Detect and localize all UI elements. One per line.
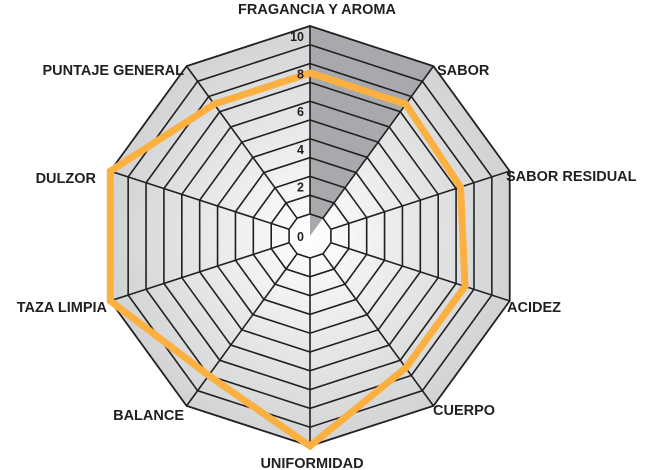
axis-label: TAZA LIMPIA (17, 300, 108, 316)
axis-label: DULZOR (36, 171, 97, 187)
axis-spoke (330, 170, 510, 230)
tick-label: 10 (290, 30, 304, 44)
tick-labels: 0 2 4 6 8 10 (290, 30, 304, 244)
axis-label: CUERPO (433, 403, 495, 419)
highlight-sector (310, 26, 434, 236)
axis-label: SABOR (437, 63, 490, 79)
axis-spokes (110, 26, 510, 446)
tick-label: 6 (297, 105, 304, 119)
axis-label: BALANCE (113, 408, 184, 424)
axis-spoke (185, 253, 298, 407)
axis-spoke (330, 242, 510, 302)
tick-label: 0 (297, 230, 304, 244)
axis-label: UNIFORMIDAD (260, 456, 363, 470)
axis-spoke (110, 242, 290, 302)
axis-label: SABOR RESIDUAL (506, 169, 637, 185)
axis-spoke (110, 170, 290, 230)
axis-labels: FRAGANCIA Y AROMA SABOR SABOR RESIDUAL ACID… (17, 2, 637, 470)
axis-spoke (322, 253, 435, 407)
axis-spoke (322, 65, 435, 219)
axis-label: PUNTAJE GENERAL (42, 63, 184, 79)
series-layer (106, 69, 469, 451)
tick-label: 2 (297, 180, 304, 194)
highlight-wedge (310, 26, 434, 236)
tick-label: 4 (297, 143, 304, 157)
axis-label: ACIDEZ (507, 300, 561, 316)
axis-label: FRAGANCIA Y AROMA (238, 2, 396, 18)
tick-label: 8 (297, 68, 304, 82)
axis-spoke (185, 65, 298, 219)
